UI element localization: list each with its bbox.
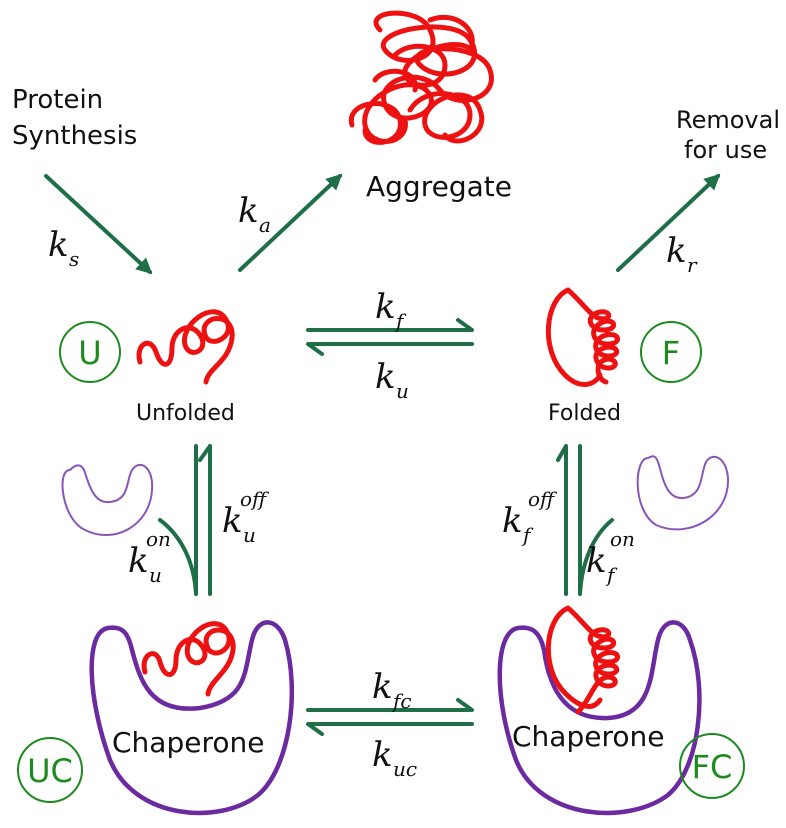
rate-kr: k r: [666, 231, 698, 277]
rate-kf: k f: [375, 287, 407, 333]
free-chaperone-left: [61, 463, 154, 536]
removal-label-line1: Removal: [676, 106, 780, 134]
folded-chaperone-binding-arrows: [556, 444, 614, 596]
state-circle-uc: [17, 737, 83, 803]
removal-label-line2: for use: [684, 136, 767, 164]
unfolded-chaperone-binding-arrows: [158, 444, 212, 596]
state-circle-fc: [679, 733, 745, 799]
folded-label: Folded: [548, 401, 621, 426]
rate-ku-off: k u off: [222, 487, 270, 547]
svg-text:k: k: [222, 501, 243, 541]
svg-text:a: a: [259, 213, 271, 237]
state-circle-f: [640, 321, 702, 383]
svg-text:u: u: [396, 379, 409, 403]
chaperone-left: [89, 620, 295, 816]
state-label-uc: UC: [27, 752, 73, 790]
svg-text:k: k: [586, 541, 607, 581]
chaperone-folding-arrows: [306, 698, 474, 736]
svg-text:s: s: [69, 247, 79, 271]
svg-text:off: off: [240, 487, 270, 511]
rate-kfc: k fc: [372, 667, 412, 713]
state-label-u: U: [78, 334, 101, 372]
folded-protein: [545, 287, 620, 387]
svg-text:k: k: [48, 225, 69, 265]
svg-text:k: k: [372, 667, 393, 707]
aggregate-protein-tangle: [348, 10, 494, 145]
svg-text:k: k: [128, 541, 149, 581]
state-label-fc: FC: [692, 748, 733, 786]
protein-synthesis-label-line2: Synthesis: [12, 121, 137, 151]
chaperone-right-label: Chaperone: [512, 720, 664, 753]
rate-ku: k u: [375, 357, 409, 403]
svg-text:k: k: [238, 191, 259, 231]
free-chaperone-right: [636, 455, 730, 531]
aggregate-label: Aggregate: [366, 170, 512, 203]
svg-text:fc: fc: [391, 689, 412, 713]
svg-text:u: u: [149, 563, 162, 587]
svg-text:k: k: [502, 501, 523, 541]
chaperone-left-label: Chaperone: [112, 726, 264, 759]
rate-kf-off: k f off: [502, 487, 558, 547]
svg-text:f: f: [521, 523, 534, 547]
unfolded-label: Unfolded: [136, 401, 235, 426]
svg-text:f: f: [605, 563, 618, 587]
rate-kf-on: k f on: [586, 527, 635, 587]
rate-kuc: k uc: [372, 735, 417, 781]
svg-text:k: k: [375, 287, 396, 327]
unfolded-protein-bound: [141, 621, 236, 697]
folding-unfolding-arrows: [306, 318, 474, 356]
state-label-f: F: [662, 334, 680, 372]
svg-text:off: off: [528, 487, 558, 511]
state-circle-u: [59, 321, 121, 383]
rate-ka: k a: [238, 191, 271, 237]
svg-text:uc: uc: [393, 757, 417, 781]
rate-ku-on: k u on: [128, 527, 171, 587]
svg-text:u: u: [243, 523, 256, 547]
removal-arrow: [616, 173, 721, 272]
chaperone-right: [497, 620, 702, 816]
svg-text:k: k: [666, 231, 687, 271]
svg-text:on: on: [610, 527, 635, 551]
protein-synthesis-label-line1: Protein: [12, 85, 103, 115]
folded-protein-bound: [545, 605, 620, 715]
aggregation-arrow: [238, 173, 343, 272]
synthesis-arrow: [44, 174, 153, 275]
svg-text:k: k: [375, 357, 396, 397]
rate-ks: k s: [48, 225, 79, 271]
svg-text:on: on: [146, 527, 171, 551]
svg-text:r: r: [687, 253, 698, 277]
svg-text:k: k: [372, 735, 393, 775]
unfolded-protein: [136, 309, 235, 385]
